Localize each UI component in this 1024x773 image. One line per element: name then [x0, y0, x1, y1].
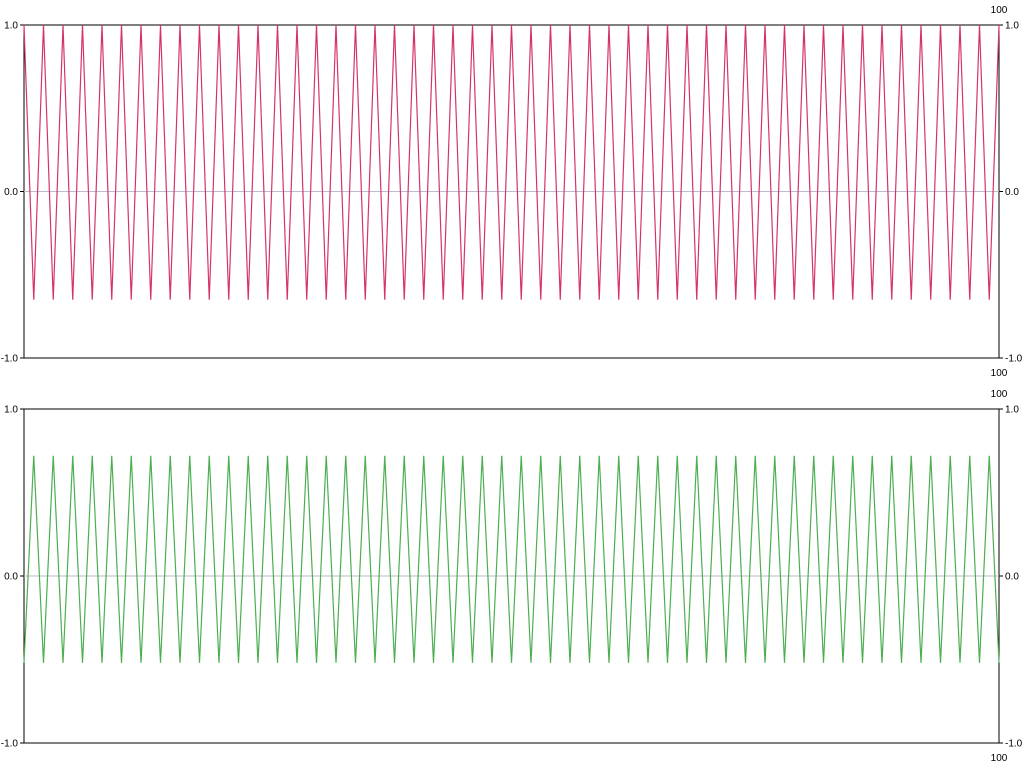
y-tick-label-right: -1.0	[1005, 354, 1023, 365]
y-tick-label-left: 0.0	[4, 187, 18, 198]
y-tick-label-left: 0.0	[4, 572, 18, 583]
y-tick-label-left: -1.0	[1, 739, 19, 750]
y-tick-label-right: 0.0	[1005, 187, 1019, 198]
x-bottom-label: 100	[991, 368, 1008, 379]
y-tick-label-right: 0.0	[1005, 572, 1019, 583]
chart-panel-1: 1.0 1.0 0.0 0.0 -1.0 -1.0 100 100	[1, 5, 1023, 379]
y-tick-label-right: -1.0	[1005, 739, 1023, 750]
chart-panel-2: 1.0 1.0 0.0 0.0 -1.0 -1.0 100 100	[1, 389, 1023, 764]
x-top-label: 100	[991, 5, 1008, 16]
y-tick-label-right: 1.0	[1005, 405, 1019, 416]
x-bottom-label: 100	[991, 753, 1008, 764]
y-tick-label-left: 1.0	[4, 405, 18, 416]
series-line-1	[23, 24, 1000, 300]
series-line-1	[23, 455, 1000, 663]
x-top-label: 100	[991, 389, 1008, 400]
y-tick-label-left: 1.0	[4, 21, 18, 32]
y-tick-label-left: -1.0	[1, 354, 19, 365]
y-tick-label-right: 1.0	[1005, 21, 1019, 32]
